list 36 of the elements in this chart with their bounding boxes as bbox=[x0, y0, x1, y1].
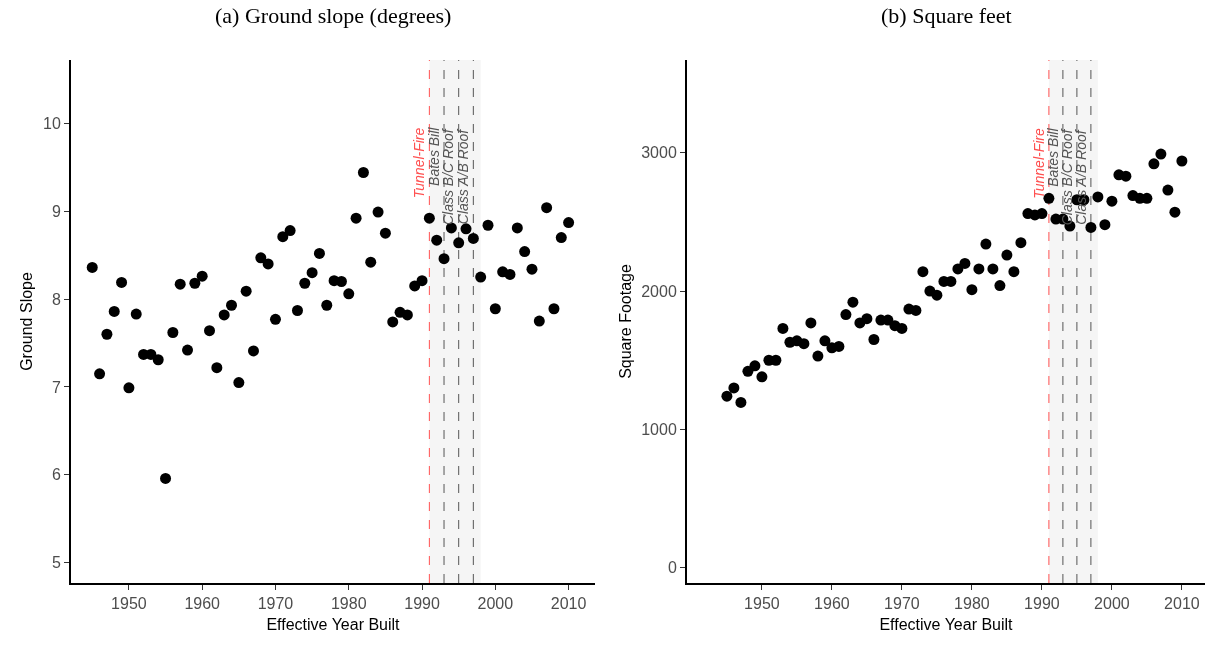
x-axis-title: Effective Year Built bbox=[879, 616, 1014, 634]
y-tick-label: 8 bbox=[51, 290, 61, 308]
ref-line-label: Class A/B Roof bbox=[1073, 128, 1090, 225]
x-tick-label: 1950 bbox=[111, 595, 147, 613]
y-tick-label: 1000 bbox=[641, 421, 677, 439]
y-tick-label: 2000 bbox=[641, 282, 677, 300]
y-axis-title: Ground Slope bbox=[18, 272, 36, 371]
ref-line-label: Class B/C Roof bbox=[440, 127, 457, 226]
y-tick-label: 5 bbox=[51, 554, 61, 572]
ref-line-label: Class A/B Roof bbox=[455, 127, 472, 225]
x-tick-label: 2000 bbox=[477, 595, 514, 613]
x-axis-title: Effective Year Built bbox=[266, 616, 401, 634]
ref-line-label: Tunnel-Fire bbox=[411, 127, 428, 199]
y-tick-label: 6 bbox=[51, 466, 61, 484]
x-tick-label: 1980 bbox=[954, 595, 990, 613]
y-tick-label: 3000 bbox=[641, 144, 677, 162]
x-tick-label: 1960 bbox=[184, 595, 221, 613]
ref-line-label: Tunnel-Fire bbox=[1031, 128, 1048, 199]
y-axis-title: Square Footage bbox=[616, 264, 634, 379]
x-tick-label: 1980 bbox=[330, 595, 367, 613]
x-tick-label: 1960 bbox=[814, 595, 850, 613]
x-tick-label: 1970 bbox=[257, 595, 294, 613]
y-tick-label: 7 bbox=[51, 378, 61, 396]
x-tick-label: 1970 bbox=[884, 595, 920, 613]
ref-line-label: Bates Bill bbox=[426, 126, 443, 186]
x-tick-label: 1990 bbox=[1024, 595, 1060, 613]
y-tick-label: 10 bbox=[43, 114, 61, 132]
chart-title: (a) Ground slope (degrees) bbox=[215, 3, 452, 28]
y-tick-label: 9 bbox=[51, 202, 61, 220]
y-tick-label: 0 bbox=[667, 559, 677, 577]
x-tick-label: 1990 bbox=[404, 595, 440, 613]
x-tick-label: 2000 bbox=[1094, 595, 1130, 613]
x-tick-label: 2010 bbox=[1164, 595, 1200, 613]
x-tick-label: 1950 bbox=[744, 595, 780, 613]
x-tick-label: 2010 bbox=[550, 595, 587, 613]
chart-title: (b) Square feet bbox=[881, 3, 1012, 28]
